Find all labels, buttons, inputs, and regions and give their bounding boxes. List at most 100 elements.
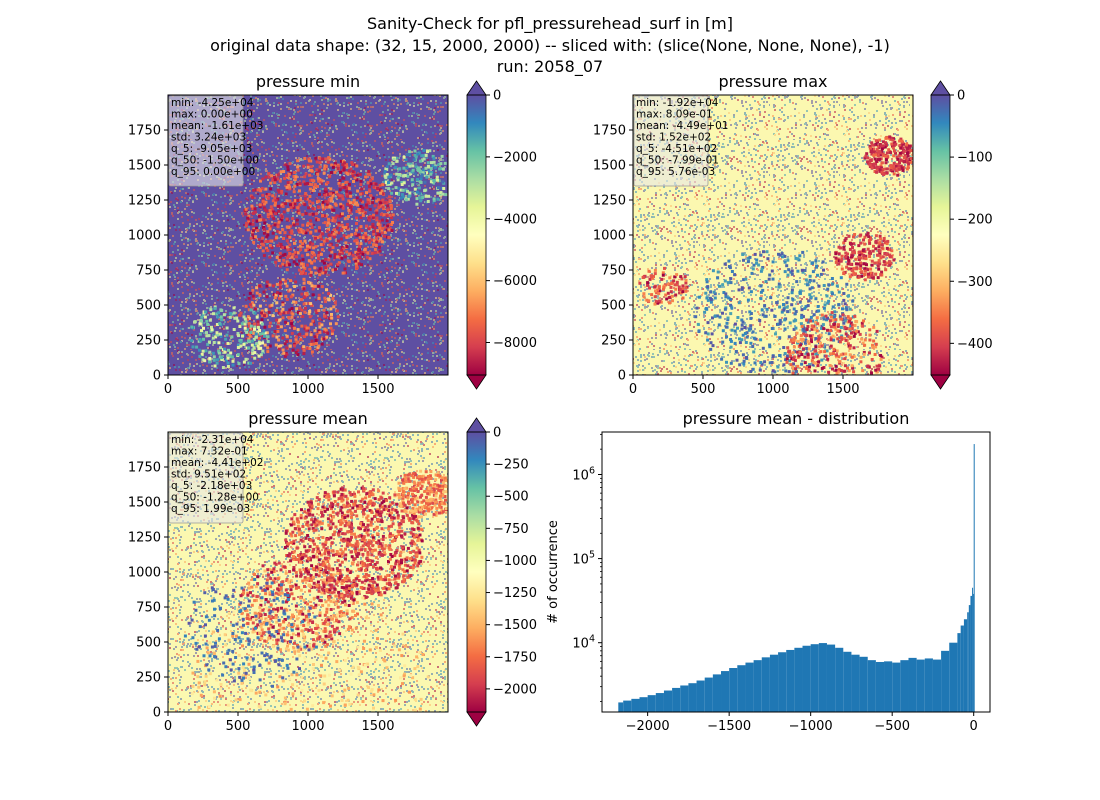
colorbar-tick-label: 0 xyxy=(493,426,501,441)
colorbar-tick-label: −4000 xyxy=(493,212,537,227)
heatmap-hotspots xyxy=(183,469,448,712)
histogram-bar xyxy=(810,644,819,712)
colorbar-tick-label: 0 xyxy=(957,89,965,104)
panel-pressure-min: pressure min 0 500 1000 1500 0 250 500 750 1000 12… xyxy=(128,72,537,397)
colorbar-extend-max xyxy=(466,417,487,433)
histogram-bar xyxy=(761,657,770,712)
histogram-bar xyxy=(729,668,738,712)
colorbar-extend-min xyxy=(930,374,951,390)
x-tick-label: 0 xyxy=(629,382,637,397)
colorbar-frame xyxy=(930,94,951,376)
histogram-bar xyxy=(712,674,722,712)
colorbar-tick-label: −500 xyxy=(493,490,529,505)
stats-line: q_5: -2.18e+03 xyxy=(171,480,252,492)
colorbar-tick-label: −2000 xyxy=(493,150,537,165)
histogram-bar xyxy=(737,665,746,712)
colorbar-extend-min xyxy=(466,374,487,390)
colorbar-tick-label: 0 xyxy=(493,89,501,104)
x-tick-label: 1000 xyxy=(291,382,324,397)
colorbar-gradient xyxy=(467,95,486,375)
y-tick-label: 104 xyxy=(572,634,595,652)
histogram-bar xyxy=(875,661,885,712)
x-tick-label: 1500 xyxy=(826,382,859,397)
x-tick-label: −2000 xyxy=(626,719,670,734)
x-tick-label: 500 xyxy=(226,382,251,397)
stats-line: q_95: 0.00e+00 xyxy=(171,166,255,178)
histogram-bar xyxy=(884,661,893,712)
y-tick-label: 1500 xyxy=(128,159,161,174)
x-tick-label: −1500 xyxy=(707,719,751,734)
heatmap-hotspots xyxy=(638,135,913,375)
stats-line: q_95: 5.76e-03 xyxy=(636,166,715,178)
histogram-bar xyxy=(908,657,917,712)
panel-title: pressure mean xyxy=(248,409,368,428)
histogram-bar xyxy=(745,662,754,712)
y-tick-label: 750 xyxy=(601,264,626,279)
stats-box-background xyxy=(633,95,709,187)
histogram-bar xyxy=(680,685,689,712)
histogram-bar xyxy=(892,662,901,712)
histogram-bar xyxy=(941,650,950,712)
y-tick-label: 250 xyxy=(601,334,626,349)
histogram-bar xyxy=(639,697,648,712)
stats-box-background xyxy=(168,95,244,187)
stats-line: q_50: -1.28e+00 xyxy=(171,492,259,504)
y-tick-label: 1750 xyxy=(128,124,161,139)
colorbar-tick-label: −250 xyxy=(493,458,529,473)
stats-line: std: 9.51e+02 xyxy=(171,469,246,481)
colorbar-tick-label: −100 xyxy=(957,151,993,166)
histogram-bar xyxy=(778,652,787,712)
histogram-bar xyxy=(835,647,844,712)
colorbar-extend-min xyxy=(466,711,487,727)
histogram-bar xyxy=(924,658,933,712)
stats-line: max: 0.00e+00 xyxy=(171,109,253,121)
y-tick-label: 1000 xyxy=(593,229,626,244)
histogram-bar xyxy=(960,625,964,712)
histogram-bar xyxy=(851,654,860,712)
histogram-bar xyxy=(794,647,803,712)
y-tick-label: 1750 xyxy=(128,461,161,476)
histogram-bar xyxy=(769,654,779,712)
panel-title: pressure max xyxy=(718,72,827,91)
colorbar-tick-label: −750 xyxy=(493,522,529,537)
histogram-bar xyxy=(972,593,974,712)
histogram-bar xyxy=(932,659,942,712)
histogram-bar xyxy=(970,595,973,712)
y-tick-label: 1000 xyxy=(128,566,161,581)
x-tick-label: 1500 xyxy=(361,719,394,734)
histogram-bar xyxy=(867,660,876,712)
histogram-bar xyxy=(647,695,656,712)
histogram-bar xyxy=(949,642,958,712)
histogram-bar xyxy=(631,698,640,712)
y-tick-label: 106 xyxy=(572,465,595,483)
colorbar-tick-label: −6000 xyxy=(493,274,537,289)
stats-line: q_50: -7.99e-01 xyxy=(636,155,719,167)
colorbar: 0 −2000 −4000 −6000 −8000 xyxy=(466,80,537,390)
colorbar-gradient xyxy=(931,95,950,375)
figure-title-line-2: original data shape: (32, 15, 2000, 2000… xyxy=(210,36,890,55)
histogram-bar xyxy=(618,702,624,712)
y-tick-label: 1500 xyxy=(128,496,161,511)
histogram-bar xyxy=(721,671,730,712)
colorbar-tick-label: −1500 xyxy=(493,618,537,633)
histogram-bar xyxy=(963,619,968,712)
y-tick-label: 105 xyxy=(572,550,595,568)
stats-line: q_5: -4.51e+02 xyxy=(636,143,717,155)
histogram-bar xyxy=(973,444,975,712)
figure-title-line-3: run: 2058_07 xyxy=(497,57,603,77)
stats-line: mean: -4.41e+02 xyxy=(171,457,263,469)
colorbar-tick-label: −1750 xyxy=(493,650,537,665)
colorbar: 0 −250 −500 −750 −1000 −1250 −1500 −1750 −2000 xyxy=(466,417,537,727)
colorbar-extend-max xyxy=(930,80,951,96)
histogram-bar xyxy=(753,660,762,712)
y-tick-label: 750 xyxy=(136,601,161,616)
x-tick-label: 500 xyxy=(226,719,251,734)
x-tick-label: 0 xyxy=(970,719,978,734)
panel-pressure-mean: pressure mean 0 500 1000 1500 0 250 500 750 1000 1… xyxy=(128,409,537,734)
stats-line: min: -2.31e+04 xyxy=(171,434,254,446)
histogram-bar xyxy=(957,633,961,712)
x-tick-label: 1000 xyxy=(291,719,324,734)
y-tick-label: 500 xyxy=(136,299,161,314)
